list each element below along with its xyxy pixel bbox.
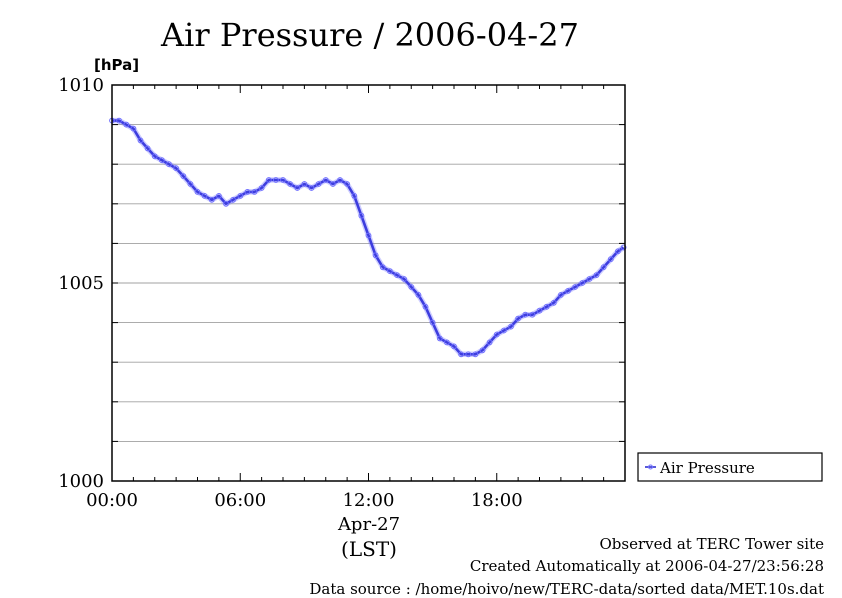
series-halo bbox=[112, 117, 626, 358]
data-point bbox=[273, 177, 279, 183]
data-point bbox=[230, 196, 237, 203]
footer-observed: Observed at TERC Tower site bbox=[599, 535, 824, 553]
x-axis-date-label: Apr-27 bbox=[337, 514, 400, 535]
series-line bbox=[112, 119, 625, 356]
data-point bbox=[251, 189, 258, 195]
data-point bbox=[287, 181, 294, 187]
data-point bbox=[586, 276, 593, 282]
y-axis-unit-label: [hPa] bbox=[94, 56, 139, 74]
data-point bbox=[458, 351, 465, 358]
data-point bbox=[208, 196, 215, 203]
data-point bbox=[315, 181, 322, 187]
x-tick-label: 12:00 bbox=[343, 490, 395, 511]
data-point bbox=[365, 232, 372, 239]
data-point bbox=[216, 193, 222, 199]
legend: Air Pressure bbox=[637, 452, 823, 482]
data-point bbox=[479, 347, 486, 354]
legend-box bbox=[637, 452, 823, 482]
data-point bbox=[280, 177, 286, 183]
data-point bbox=[607, 256, 614, 263]
data-point bbox=[379, 264, 386, 271]
data-point bbox=[358, 212, 365, 219]
axis-ticks bbox=[111, 84, 626, 482]
data-point bbox=[116, 117, 122, 124]
data-point bbox=[536, 307, 543, 314]
data-point bbox=[558, 292, 564, 298]
x-tick-label: 00:00 bbox=[86, 490, 138, 511]
data-point bbox=[529, 311, 536, 318]
legend-label-air-pressure: Air Pressure bbox=[659, 459, 755, 477]
data-point bbox=[330, 181, 336, 187]
data-point bbox=[144, 145, 151, 152]
data-point bbox=[501, 327, 507, 334]
data-point bbox=[522, 311, 529, 318]
data-point bbox=[137, 137, 144, 144]
data-point bbox=[308, 185, 315, 191]
data-point bbox=[130, 125, 137, 132]
data-point bbox=[294, 185, 301, 191]
data-point bbox=[237, 193, 244, 199]
data-point bbox=[159, 157, 165, 164]
data-point bbox=[550, 299, 557, 306]
data-point bbox=[337, 177, 343, 183]
data-point bbox=[615, 248, 621, 255]
data-point bbox=[408, 284, 415, 290]
data-point bbox=[415, 292, 422, 298]
data-point bbox=[180, 173, 187, 180]
y-tick-label: 1000 bbox=[58, 471, 104, 492]
data-point bbox=[387, 268, 393, 275]
data-point bbox=[394, 272, 400, 279]
data-point bbox=[173, 165, 180, 172]
data-point bbox=[579, 280, 586, 286]
x-axis-unit-label: (LST) bbox=[341, 537, 397, 561]
data-point bbox=[166, 161, 172, 168]
x-tick-label: 18:00 bbox=[471, 490, 523, 511]
data-point bbox=[593, 272, 600, 279]
data-point bbox=[620, 244, 627, 251]
data-point bbox=[486, 339, 493, 346]
data-point bbox=[344, 181, 351, 187]
data-point bbox=[422, 303, 429, 310]
data-point bbox=[572, 284, 578, 290]
data-point bbox=[194, 189, 201, 195]
data-point bbox=[436, 335, 443, 342]
data-point bbox=[201, 193, 208, 199]
series-layer bbox=[109, 117, 627, 358]
y-tick-label: 1010 bbox=[58, 75, 104, 96]
x-tick-labels: 00:00 06:00 12:00 18:00 bbox=[86, 490, 523, 511]
data-point bbox=[301, 181, 308, 187]
data-point bbox=[351, 193, 358, 199]
data-point bbox=[493, 331, 500, 338]
data-point bbox=[372, 252, 379, 259]
data-point bbox=[187, 181, 194, 187]
footer-source: Data source : /home/hoivo/new/TERC-data/… bbox=[309, 580, 824, 598]
data-point bbox=[223, 200, 229, 207]
y-tick-label: 1005 bbox=[58, 273, 104, 294]
footer-created: Created Automatically at 2006-04-27/23:5… bbox=[469, 557, 824, 575]
data-point bbox=[151, 153, 158, 160]
data-point bbox=[465, 351, 472, 358]
data-point bbox=[472, 351, 479, 358]
data-point bbox=[123, 121, 130, 128]
data-point bbox=[515, 315, 521, 322]
chart-title: Air Pressure / 2006-04-27 bbox=[160, 16, 579, 54]
data-point bbox=[451, 343, 457, 350]
legend-swatch-marker bbox=[648, 464, 653, 470]
y-tick-labels: 1000 1005 1010 bbox=[58, 75, 104, 492]
data-point bbox=[265, 177, 272, 183]
data-point bbox=[565, 288, 571, 294]
data-point bbox=[244, 189, 251, 195]
data-point bbox=[508, 323, 514, 330]
data-point bbox=[600, 264, 607, 271]
data-point bbox=[444, 339, 450, 346]
data-point bbox=[543, 303, 550, 310]
x-tick-label: 06:00 bbox=[214, 490, 266, 511]
data-point bbox=[429, 319, 436, 326]
grid-lines bbox=[112, 84, 625, 482]
data-point bbox=[322, 177, 329, 183]
data-point bbox=[401, 276, 408, 282]
data-point bbox=[258, 185, 265, 191]
